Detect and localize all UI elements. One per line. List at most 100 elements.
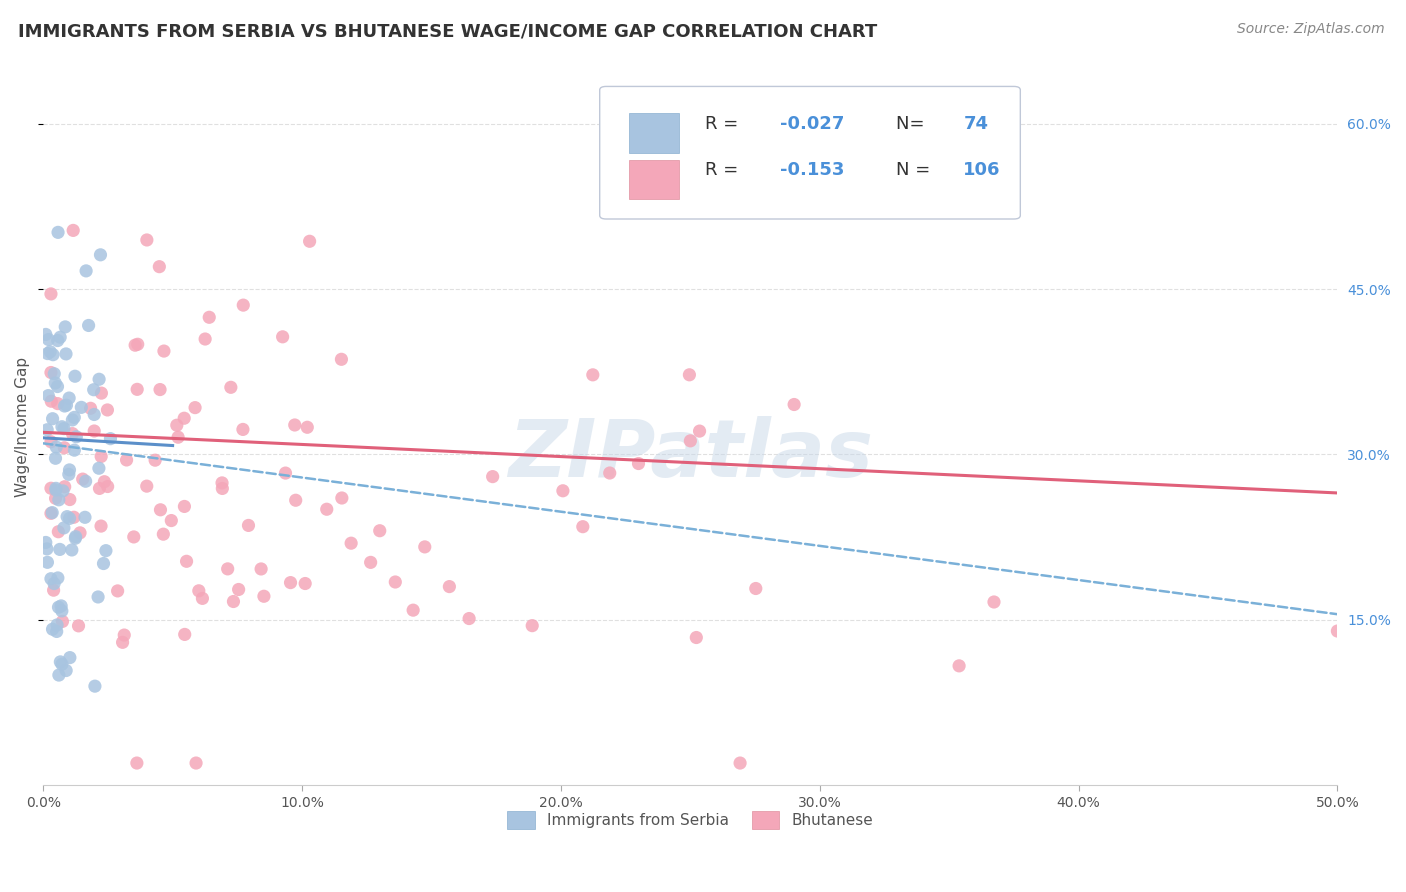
Point (176, 554, 198, 568)
Point (65, 531, 87, 545)
Point (52, 521, 75, 535)
Point (39, 286, 62, 301)
Point (65, 530, 87, 544)
Point (67, 619, 90, 633)
Point (93, 557, 115, 571)
Point (46, 571, 69, 585)
Point (599, 466, 621, 480)
Point (194, 332, 217, 346)
Point (284, 493, 307, 508)
Point (58, 511, 80, 525)
Point (48, 492, 70, 507)
Point (551, 483, 574, 498)
Point (45, 483, 67, 497)
Point (45, 440, 67, 454)
Point (77, 318, 100, 333)
Point (63, 410, 86, 425)
Point (187, 583, 209, 598)
Point (402, 603, 425, 617)
Point (75, 264, 97, 278)
Point (39, 481, 62, 495)
Point (59, 492, 82, 507)
Point (49, 330, 72, 344)
Point (37, 346, 59, 360)
Point (52, 483, 75, 498)
Point (149, 503, 172, 517)
Point (38, 333, 60, 347)
Point (458, 611, 481, 625)
Point (125, 756, 148, 770)
Point (45, 491, 67, 506)
Point (745, 582, 768, 596)
Point (107, 583, 129, 598)
Point (153, 344, 176, 359)
Point (211, 482, 233, 496)
Point (284, 417, 307, 432)
Point (948, 658, 970, 673)
Point (62, 223, 84, 237)
Point (53, 480, 76, 494)
Point (79, 401, 101, 416)
Point (184, 756, 207, 770)
Point (44, 451, 66, 466)
Point (87, 461, 110, 475)
Point (83, 383, 105, 397)
Point (274, 466, 297, 480)
Point (75, 475, 97, 489)
Point (46, 334, 69, 348)
FancyBboxPatch shape (630, 113, 679, 153)
Point (53, 399, 76, 413)
Point (90, 519, 112, 533)
Point (60, 543, 83, 558)
Point (173, 500, 195, 514)
Point (37, 423, 59, 437)
Point (135, 233, 157, 247)
Point (35, 535, 58, 549)
Point (58, 463, 80, 477)
Point (41, 622, 63, 636)
Point (42, 348, 65, 362)
Point (1326, 624, 1348, 638)
Point (62, 426, 84, 441)
Point (152, 527, 174, 541)
FancyBboxPatch shape (630, 160, 679, 199)
Point (97, 479, 120, 493)
Point (439, 580, 461, 594)
Point (39, 344, 62, 359)
FancyBboxPatch shape (600, 87, 1021, 219)
Point (198, 310, 221, 325)
Point (184, 401, 207, 415)
Point (330, 352, 353, 367)
Point (294, 576, 316, 591)
Point (222, 594, 245, 608)
Point (167, 430, 190, 444)
Point (87, 372, 110, 386)
Point (368, 524, 391, 538)
Text: Source: ZipAtlas.com: Source: ZipAtlas.com (1237, 22, 1385, 37)
Point (51, 657, 73, 672)
Point (232, 422, 254, 436)
Point (111, 635, 134, 649)
Point (384, 574, 406, 589)
Point (59, 650, 82, 665)
Point (37, 555, 59, 569)
Point (49, 655, 72, 669)
Point (127, 337, 149, 351)
Point (45, 481, 67, 495)
Point (46, 225, 69, 239)
Point (96, 403, 118, 417)
Text: 74: 74 (963, 115, 988, 133)
Point (232, 298, 254, 312)
Point (271, 330, 294, 344)
Point (143, 453, 166, 467)
Point (253, 589, 276, 603)
Text: ZIPatlas: ZIPatlas (508, 417, 873, 494)
Point (122, 530, 145, 544)
Point (148, 260, 170, 274)
Point (522, 618, 544, 632)
Text: 106: 106 (963, 161, 1001, 179)
Point (63, 510, 86, 524)
Point (160, 514, 183, 528)
Point (83, 424, 105, 438)
Point (191, 591, 214, 606)
